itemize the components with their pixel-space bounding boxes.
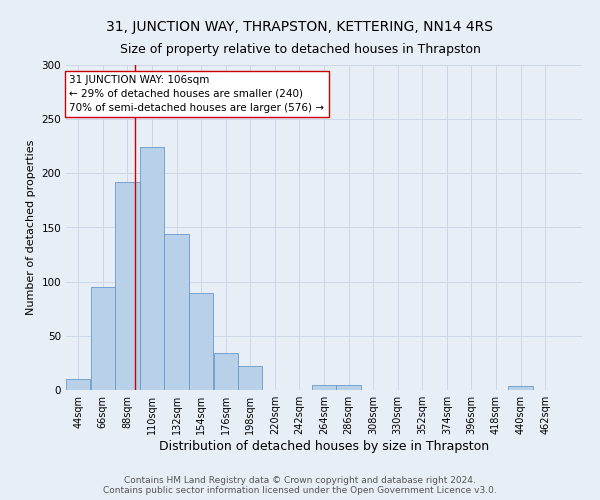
Bar	[164, 234, 188, 390]
Bar	[238, 366, 262, 390]
Bar	[66, 379, 91, 390]
Bar	[140, 148, 164, 390]
Bar	[189, 292, 213, 390]
X-axis label: Distribution of detached houses by size in Thrapston: Distribution of detached houses by size …	[159, 440, 489, 453]
Text: Contains HM Land Registry data © Crown copyright and database right 2024.
Contai: Contains HM Land Registry data © Crown c…	[103, 476, 497, 495]
Text: Size of property relative to detached houses in Thrapston: Size of property relative to detached ho…	[119, 42, 481, 56]
Text: 31 JUNCTION WAY: 106sqm
← 29% of detached houses are smaller (240)
70% of semi-d: 31 JUNCTION WAY: 106sqm ← 29% of detache…	[70, 74, 325, 112]
Text: 31, JUNCTION WAY, THRAPSTON, KETTERING, NN14 4RS: 31, JUNCTION WAY, THRAPSTON, KETTERING, …	[107, 20, 493, 34]
Bar	[115, 182, 140, 390]
Bar	[91, 287, 115, 390]
Bar	[312, 384, 336, 390]
Bar	[214, 353, 238, 390]
Bar	[508, 386, 533, 390]
Bar	[337, 384, 361, 390]
Y-axis label: Number of detached properties: Number of detached properties	[26, 140, 36, 315]
